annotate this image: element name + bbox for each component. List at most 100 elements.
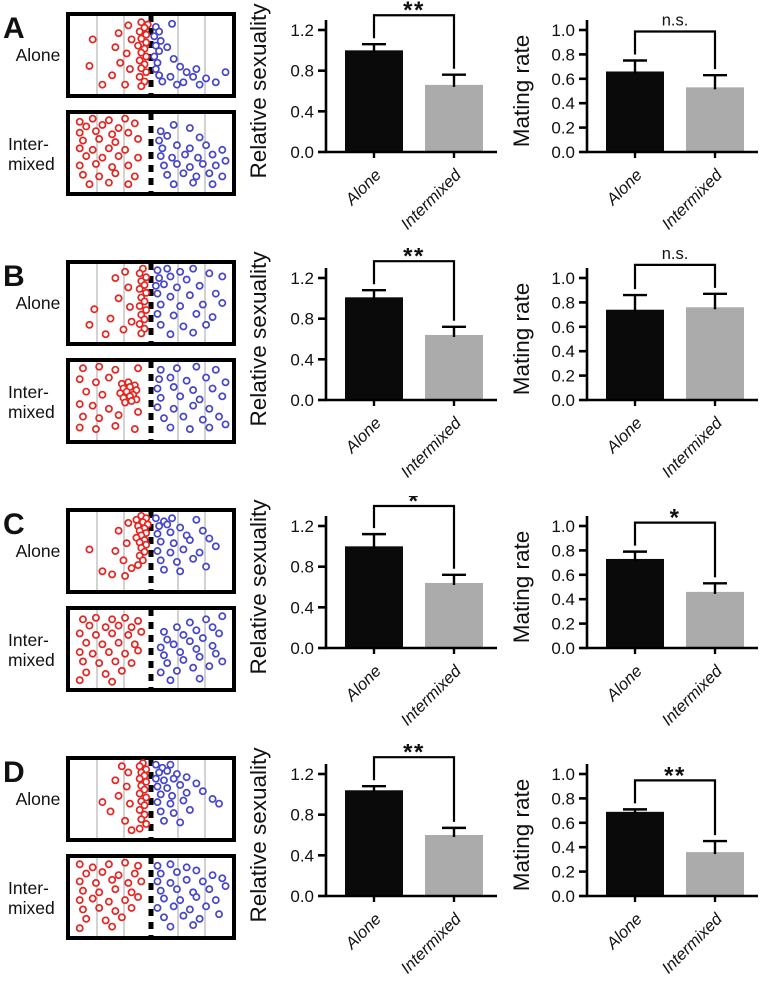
blue-fly-dot: [192, 626, 201, 635]
y-tick-label: 1.0: [551, 269, 575, 288]
red-fly-dot: [127, 659, 136, 667]
blue-fly-dot: [192, 893, 201, 901]
red-fly-dot: [91, 127, 100, 136]
red-fly-dot: [79, 412, 87, 421]
blue-fly-dot: [169, 120, 178, 129]
arena-label-line: mixed: [8, 402, 55, 422]
x-category-label: Intermixed: [659, 910, 727, 978]
blue-fly-dot: [202, 562, 211, 571]
blue-fly-dot: [168, 153, 177, 162]
blue-fly-dot: [156, 37, 165, 45]
blue-fly-dot: [153, 782, 162, 791]
y-tick-label: 1.0: [551, 21, 575, 40]
blue-fly-dot: [202, 615, 211, 624]
red-fly-dot: [95, 172, 104, 181]
red-fly-dot: [121, 816, 130, 825]
arena-box-group: [66, 756, 236, 842]
red-fly-dot: [135, 302, 144, 311]
red-fly-dot: [75, 629, 84, 638]
y-tick-label: 0.6: [551, 70, 575, 89]
red-fly-dot: [130, 425, 139, 434]
red-fly-dot: [95, 903, 104, 912]
blue-fly-dot: [185, 163, 194, 171]
bar-chart: 0.0 0.2 0.4 0.6 0.8 1.0 Mating rate Alone Interm…: [509, 248, 758, 481]
blue-fly-dot: [205, 169, 214, 178]
red-fly-dot: [138, 556, 147, 565]
red-fly-dot: [117, 913, 126, 922]
red-fly-dot: [98, 153, 107, 162]
red-fly-dot: [108, 629, 117, 638]
significance-label: n.s.: [662, 12, 689, 30]
arena-box-group: [66, 508, 236, 594]
blue-fly-dot: [185, 144, 194, 153]
significance-label: *: [670, 505, 681, 532]
blue-fly-dot: [202, 902, 211, 911]
red-fly-dot: [114, 124, 123, 132]
blue-fly-dot: [179, 78, 188, 87]
blue-fly-dot: [155, 768, 164, 777]
blue-fly-dot: [192, 866, 201, 875]
y-tick-label: 0.0: [551, 887, 575, 906]
blue-fly-dot: [156, 152, 165, 161]
blue-fly-dot: [189, 328, 198, 337]
red-fly-dot: [135, 320, 144, 329]
blue-fly-dot: [156, 643, 165, 652]
blue-fly-dot: [160, 280, 168, 289]
red-fly-dot: [114, 871, 123, 880]
blue-fly-dot: [155, 375, 164, 384]
red-fly-dot: [111, 885, 120, 894]
blue-fly-dot: [211, 649, 220, 658]
blue-fly-dot: [166, 879, 175, 887]
blue-fly-dot: [192, 362, 201, 371]
red-fly-dot: [134, 561, 142, 569]
blue-fly-dot: [156, 320, 165, 329]
blue-fly-dot: [205, 423, 214, 432]
red-fly-dot: [130, 640, 139, 649]
blue-fly-dot: [192, 309, 201, 318]
x-category-label: Alone: [342, 166, 385, 209]
red-fly-dot: [114, 294, 123, 303]
blue-fly-dot: [205, 885, 214, 894]
red-fly-dot: [121, 613, 130, 622]
blue-fly-dot: [215, 412, 223, 421]
blue-fly-dot: [202, 74, 211, 83]
red-fly-dot: [114, 621, 123, 630]
blue-fly-dot: [163, 170, 172, 179]
red-fly-dot: [91, 631, 100, 639]
y-tick-label: 1.2: [290, 765, 314, 784]
blue-fly-dot: [189, 386, 198, 395]
blue-fly-dot: [176, 781, 185, 789]
blue-fly-dot: [151, 514, 160, 523]
blue-fly-dot: [202, 373, 211, 382]
red-fly-dot: [75, 860, 84, 869]
blue-fly-dot: [211, 78, 220, 87]
red-fly-dot: [116, 58, 125, 67]
blue-fly-dot: [192, 645, 201, 653]
red-fly-dot: [79, 364, 87, 373]
red-fly-dot: [104, 178, 113, 187]
blue-fly-dot: [205, 662, 214, 671]
red-fly-dot: [121, 858, 130, 867]
bar-intermixed: [425, 835, 483, 896]
blue-fly-dot: [211, 161, 220, 170]
y-tick-label: 1.2: [290, 21, 314, 40]
arena-label: Alone: [16, 45, 61, 65]
blue-fly-dot: [166, 548, 175, 557]
y-tick-label: 0.0: [551, 639, 575, 658]
red-fly-dot: [88, 114, 97, 123]
relative-sexuality-chart-c: 0.0 0.4 0.8 1.2 Relative sexuality Alone Inter…: [250, 496, 497, 729]
red-fly-dot: [82, 122, 91, 131]
blue-fly-dot: [179, 631, 188, 639]
red-fly-dot: [130, 172, 139, 181]
significance-label: **: [403, 744, 425, 766]
blue-fly-dot: [172, 364, 181, 373]
y-tick-label: 0.0: [551, 143, 575, 162]
red-fly-dot: [130, 869, 139, 878]
red-fly-dot: [111, 274, 120, 282]
blue-fly-dot: [182, 68, 191, 77]
blue-fly-dot: [153, 877, 162, 886]
bar-chart: 0.0 0.4 0.8 1.2 Relative sexuality Alone Inter…: [250, 744, 497, 977]
blue-fly-dot: [182, 773, 191, 782]
red-fly-dot: [88, 145, 97, 154]
arena-label-line: Inter-: [8, 134, 49, 154]
